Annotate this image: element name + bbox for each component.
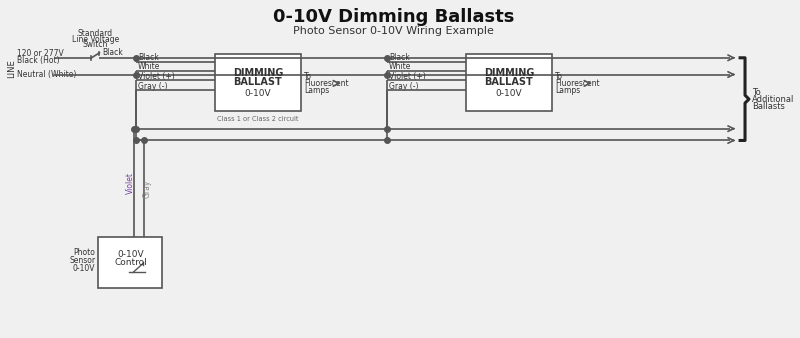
Text: Gray (-): Gray (-) [389,82,418,91]
Text: BALLAST: BALLAST [485,77,533,88]
Bar [466,54,552,111]
Text: To: To [304,72,312,81]
Text: Lamps: Lamps [304,86,330,95]
Text: DIMMING: DIMMING [484,68,534,78]
Text: 0-10V: 0-10V [245,89,271,98]
Text: Ballasts: Ballasts [752,101,785,111]
Text: Black: Black [102,48,123,57]
Text: Standard: Standard [78,29,113,38]
Text: Violet (+): Violet (+) [138,72,174,81]
Text: Gray: Gray [143,179,152,198]
Text: Sensor: Sensor [70,256,95,265]
Text: 0-10V: 0-10V [117,250,144,259]
Text: Switch: Switch [82,41,108,49]
Text: Violet: Violet [126,172,135,194]
Text: LINE: LINE [7,59,16,78]
Text: Additional: Additional [752,95,794,104]
Text: Photo: Photo [74,248,95,257]
Text: 0-10V: 0-10V [495,89,522,98]
Text: Fluorescent: Fluorescent [555,79,600,88]
Text: White: White [389,62,411,71]
Text: Photo Sensor 0-10V Wiring Example: Photo Sensor 0-10V Wiring Example [294,26,494,36]
Text: Fluorescent: Fluorescent [304,79,349,88]
Text: 120 or 277V: 120 or 277V [17,49,63,58]
Text: DIMMING: DIMMING [233,68,283,78]
Text: 0-10V Dimming Ballasts: 0-10V Dimming Ballasts [273,8,514,26]
Text: Gray (-): Gray (-) [138,82,167,91]
Text: Black: Black [138,53,158,62]
Bar [214,54,301,111]
Text: BALLAST: BALLAST [234,77,282,88]
Text: Neutral (White): Neutral (White) [17,70,76,79]
Text: Black: Black [389,53,410,62]
Text: To: To [555,72,563,81]
Text: To: To [752,88,761,97]
Text: Lamps: Lamps [555,86,580,95]
Text: Class 1 or Class 2 circuit: Class 1 or Class 2 circuit [217,116,298,122]
Text: Violet (+): Violet (+) [389,72,426,81]
Text: Black (Hot): Black (Hot) [17,56,59,65]
Text: 0-10V: 0-10V [73,264,95,273]
Text: Line Voltage: Line Voltage [72,34,119,44]
Bar [98,237,162,288]
Text: White: White [138,62,160,71]
Text: Control: Control [114,258,146,267]
